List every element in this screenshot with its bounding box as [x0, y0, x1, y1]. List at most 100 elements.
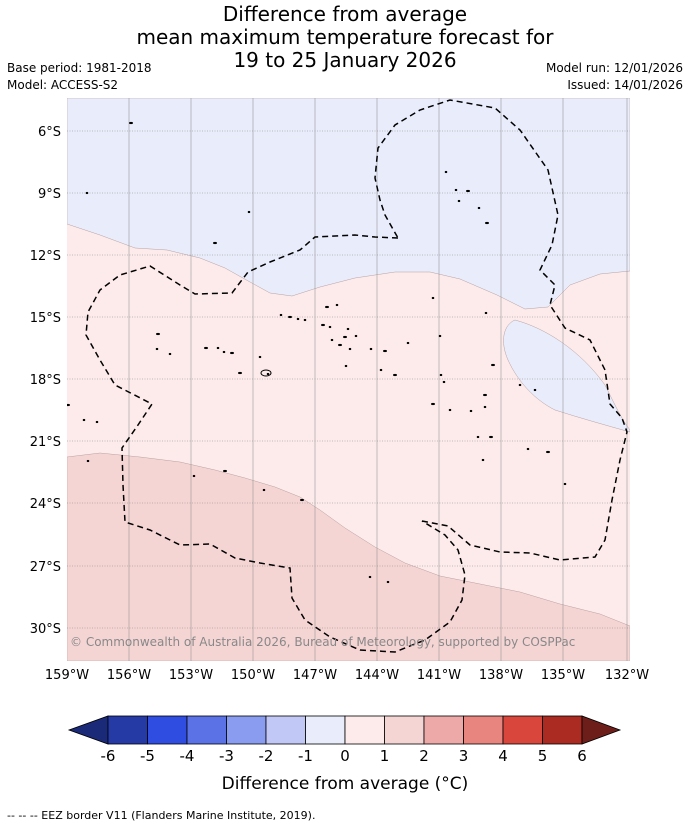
island-outline [343, 335, 347, 339]
island-outline [383, 349, 387, 353]
colorbar: -6 -5 -4 -3 -2 -1 0 1 2 3 4 5 6 [67, 715, 622, 765]
island-outline [338, 343, 342, 347]
colorbar-tick-label: -2 [259, 747, 274, 765]
island-outline [155, 347, 159, 351]
island-outline [346, 327, 350, 331]
colorbar-tick-label: -3 [219, 747, 234, 765]
colorbar-swatch [265, 715, 306, 745]
island-outline [156, 332, 160, 336]
latitude-tick-label: 27°S [30, 560, 61, 575]
island-outline [279, 313, 283, 317]
island-outline [328, 325, 332, 329]
island-outline [406, 341, 410, 345]
island-outline [457, 199, 461, 203]
issued-date: Issued: 14/01/2026 [567, 78, 683, 92]
longitude-tick-label: 141°W [417, 668, 461, 683]
island-outlines [67, 121, 567, 584]
island-outline [330, 338, 334, 342]
colorbar-over-arrow [581, 715, 622, 745]
longitude-tick-label: 159°W [45, 668, 89, 683]
longitude-tick-label: 132°W [605, 668, 649, 683]
latitude-tick-label: 12°S [30, 249, 61, 264]
island-outline [86, 459, 90, 463]
island-outline [439, 373, 443, 377]
colorbar-title: Difference from average (°C) [221, 774, 469, 794]
island-outline [296, 317, 300, 321]
title-line-3: 19 to 25 January 2026 [233, 48, 457, 72]
island-outline [491, 363, 495, 367]
island-outline [95, 420, 99, 424]
colorbar-under-arrow [67, 715, 109, 745]
island-outline [476, 435, 480, 439]
island-outline [344, 364, 348, 368]
island-outline [484, 311, 488, 315]
island-outline [442, 380, 446, 384]
graticule [67, 98, 630, 661]
colorbar-swatch [423, 715, 464, 745]
island-outline [129, 121, 133, 125]
latitude-tick-label: 18°S [30, 373, 61, 388]
island-outline [266, 372, 270, 376]
copyright-text: © Commonwealth of Australia 2026, Bureau… [70, 635, 575, 649]
island-outline [223, 469, 227, 473]
anomaly-band-plus2 [67, 452, 630, 661]
island-outline [546, 450, 550, 454]
latitude-tick-label: 6°S [38, 125, 61, 140]
base-period: Base period: 1981-2018 [7, 61, 152, 75]
colorbar-tick-label: 2 [419, 747, 429, 765]
island-outline [481, 458, 485, 462]
island-outline [85, 191, 89, 195]
island-outline [168, 352, 172, 356]
island-outline [393, 373, 397, 377]
colorbar-swatch [305, 715, 346, 745]
colorbar-tick-label: 5 [538, 747, 548, 765]
island-outline [438, 334, 442, 338]
latitude-tick-label: 30°S [30, 622, 61, 637]
island-outline [262, 488, 266, 492]
island-outline [444, 170, 448, 174]
anomaly-band-minus1 [67, 98, 630, 310]
island-outline [67, 403, 70, 407]
colorbar-swatch [344, 715, 385, 745]
title-line-1: Difference from average [222, 2, 468, 26]
latitude-tick-label: 21°S [30, 435, 61, 450]
colorbar-swatch [107, 715, 148, 745]
map-panel: © Commonwealth of Australia 2026, Bureau… [67, 98, 630, 661]
island-outline [563, 482, 567, 486]
island-outline [477, 206, 481, 210]
island-outline [354, 334, 358, 338]
colorbar-swatch [502, 715, 543, 745]
island-outline [448, 408, 452, 412]
atoll-outline [260, 369, 272, 377]
island-outline [216, 346, 220, 350]
island-outline [238, 371, 242, 375]
longitude-tick-label: 156°W [107, 668, 151, 683]
island-outline [485, 221, 489, 225]
anomaly-band-minus1-east [503, 319, 630, 433]
colorbar-swatch [384, 715, 425, 745]
eez-border-west [85, 234, 466, 653]
island-outline [379, 368, 383, 372]
colorbar-swatch [463, 715, 504, 745]
island-outline [466, 189, 470, 193]
model-run: Model run: 12/01/2026 [545, 61, 683, 75]
island-outline [288, 315, 292, 319]
latitude-tick-label: 15°S [30, 311, 61, 326]
colorbar-tick-label: 4 [498, 747, 508, 765]
island-outline [230, 351, 234, 355]
longitude-tick-label: 150°W [231, 668, 275, 683]
title-line-2: mean maximum temperature forecast for [136, 25, 554, 49]
island-outline [303, 318, 307, 322]
colorbar-tick-label: 1 [380, 747, 390, 765]
colorbar-tick-label: -6 [101, 747, 116, 765]
colorbar-tick-label: 0 [340, 747, 350, 765]
colorbar-tick-label: -4 [180, 747, 195, 765]
longitude-tick-label: 138°W [479, 668, 523, 683]
longitude-tick-label: 144°W [355, 668, 399, 683]
island-outline [533, 388, 537, 392]
colorbar-swatch [542, 715, 583, 745]
island-outline [369, 347, 373, 351]
island-outline [483, 393, 487, 397]
island-outline [454, 188, 458, 192]
